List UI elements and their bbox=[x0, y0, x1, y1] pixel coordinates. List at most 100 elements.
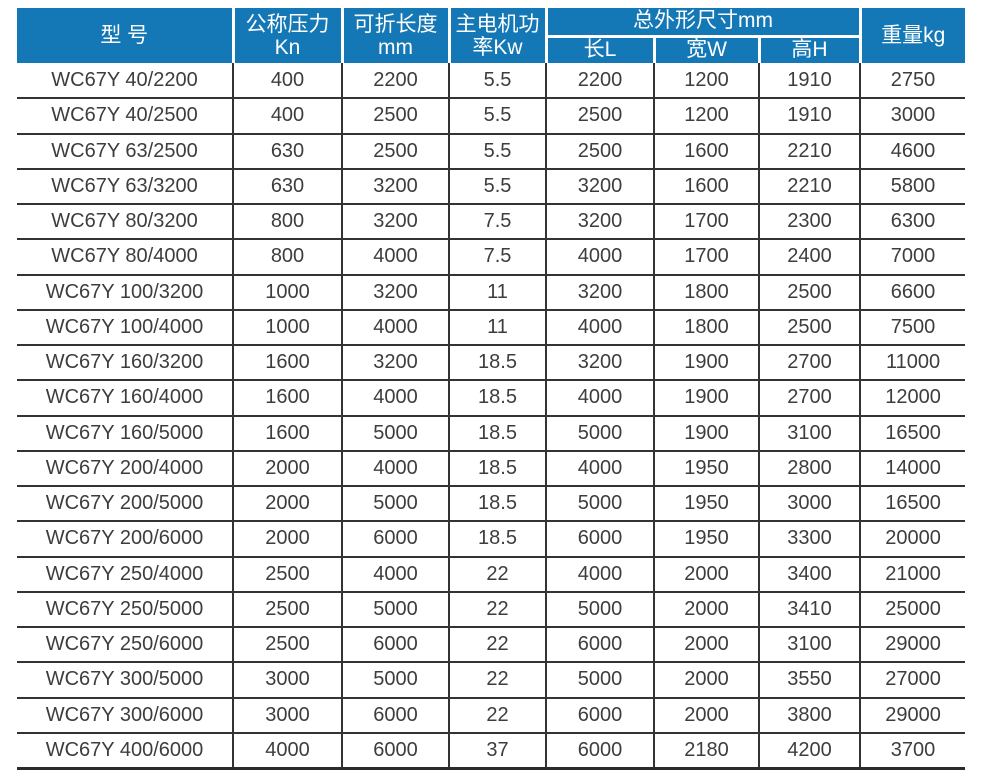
weight-cell: 5800 bbox=[859, 168, 966, 206]
header-motor-power-label-line2: 率Kw bbox=[472, 35, 523, 59]
model-cell: WC67Y 80/3200 bbox=[17, 204, 233, 241]
weight-cell: 3000 bbox=[859, 98, 966, 135]
weight-cell: 4600 bbox=[859, 133, 966, 170]
model-cell: WC67Y 200/6000 bbox=[17, 521, 233, 558]
motor-power-cell: 11 bbox=[448, 274, 546, 311]
overall-width-cell: 1800 bbox=[653, 309, 759, 347]
table-row: WC67Y 63/2500 630 2500 5.5 2500 1600 2210 4600 bbox=[17, 133, 966, 170]
overall-length-cell: 6000 bbox=[545, 697, 654, 734]
fold-length-cell: 3200 bbox=[341, 345, 449, 382]
model-cell: WC67Y 40/2200 bbox=[17, 63, 233, 100]
model-cell: WC67Y 80/4000 bbox=[17, 239, 233, 276]
overall-length-cell: 6000 bbox=[545, 732, 654, 770]
overall-length-cell: 5000 bbox=[545, 415, 654, 452]
model-cell: WC67Y 160/5000 bbox=[17, 415, 233, 452]
table-row: WC67Y 40/2200 400 2200 5.5 2200 1200 1910 2750 bbox=[17, 63, 966, 100]
weight-cell: 6300 bbox=[859, 204, 966, 241]
fold-length-cell: 4000 bbox=[341, 380, 449, 417]
table-row: WC67Y 200/5000 2000 5000 18.5 5000 1950 3000 16… bbox=[17, 486, 966, 523]
nominal-pressure-cell: 3000 bbox=[232, 697, 342, 734]
overall-width-cell: 1900 bbox=[653, 345, 759, 382]
overall-height-cell: 4200 bbox=[757, 732, 861, 770]
header-fold-length-unit: mm bbox=[378, 35, 413, 59]
nominal-pressure-cell: 1600 bbox=[232, 415, 342, 452]
weight-cell: 21000 bbox=[859, 556, 966, 593]
fold-length-cell: 5000 bbox=[341, 486, 449, 523]
overall-width-cell: 2000 bbox=[653, 662, 759, 699]
table-row: WC67Y 250/6000 2500 6000 22 6000 2000 3100 2900… bbox=[17, 627, 966, 664]
weight-cell: 7000 bbox=[859, 239, 966, 276]
nominal-pressure-cell: 2500 bbox=[232, 627, 342, 664]
fold-length-cell: 3200 bbox=[341, 274, 449, 311]
overall-height-cell: 2800 bbox=[757, 450, 861, 488]
overall-length-cell: 3200 bbox=[545, 345, 654, 382]
header-motor-power-label-line1: 主电机功 bbox=[455, 12, 540, 36]
model-cell: WC67Y 300/5000 bbox=[17, 662, 233, 699]
overall-height-cell: 3000 bbox=[757, 486, 861, 523]
overall-height-cell: 2500 bbox=[757, 309, 861, 347]
nominal-pressure-cell: 1000 bbox=[232, 274, 342, 311]
model-cell: WC67Y 250/4000 bbox=[17, 556, 233, 593]
weight-cell: 12000 bbox=[859, 380, 966, 417]
overall-height-cell: 1910 bbox=[757, 63, 861, 100]
overall-length-cell: 4000 bbox=[545, 380, 654, 417]
fold-length-cell: 2500 bbox=[341, 98, 449, 135]
overall-length-cell: 5000 bbox=[545, 486, 654, 523]
table-row: WC67Y 160/4000 1600 4000 18.5 4000 1900 2700 12… bbox=[17, 380, 966, 417]
model-cell: WC67Y 200/5000 bbox=[17, 486, 233, 523]
fold-length-cell: 6000 bbox=[341, 627, 449, 664]
weight-cell: 27000 bbox=[859, 662, 966, 699]
header-weight: 重量kg bbox=[858, 8, 966, 63]
nominal-pressure-cell: 800 bbox=[232, 204, 342, 241]
table-row: WC67Y 250/4000 2500 4000 22 4000 2000 3400 2100… bbox=[17, 556, 966, 593]
overall-width-cell: 1950 bbox=[653, 450, 759, 488]
overall-height-cell: 3800 bbox=[757, 697, 861, 734]
overall-width-cell: 1900 bbox=[653, 415, 759, 452]
overall-height-cell: 2700 bbox=[757, 380, 861, 417]
motor-power-cell: 18.5 bbox=[448, 345, 546, 382]
motor-power-cell: 18.5 bbox=[448, 486, 546, 523]
weight-cell: 29000 bbox=[859, 627, 966, 664]
nominal-pressure-cell: 630 bbox=[232, 133, 342, 170]
header-nominal-pressure-label: 公称压力 bbox=[245, 12, 330, 36]
table-row: WC67Y 300/6000 3000 6000 22 6000 2000 3800 2900… bbox=[17, 697, 966, 734]
table-row: WC67Y 200/4000 2000 4000 18.5 4000 1950 2800 14… bbox=[17, 450, 966, 488]
header-nominal-pressure: 公称压力 Kn bbox=[231, 8, 342, 63]
nominal-pressure-cell: 4000 bbox=[232, 732, 342, 770]
table-row: WC67Y 40/2500 400 2500 5.5 2500 1200 1910 3000 bbox=[17, 98, 966, 135]
model-cell: WC67Y 200/4000 bbox=[17, 450, 233, 488]
motor-power-cell: 18.5 bbox=[448, 450, 546, 488]
motor-power-cell: 22 bbox=[448, 591, 546, 629]
fold-length-cell: 2500 bbox=[341, 133, 449, 170]
overall-length-cell: 6000 bbox=[545, 627, 654, 664]
overall-length-cell: 4000 bbox=[545, 309, 654, 347]
motor-power-cell: 5.5 bbox=[448, 133, 546, 170]
header-fold-length: 可折长度 mm bbox=[340, 8, 449, 63]
fold-length-cell: 4000 bbox=[341, 450, 449, 488]
table-header: 型 号 公称压力 Kn 可折长度 mm 主电机功 率Kw 总外形尺寸mm 重量k… bbox=[17, 8, 966, 63]
overall-width-cell: 1900 bbox=[653, 380, 759, 417]
table-row: WC67Y 80/3200 800 3200 7.5 3200 1700 2300 6300 bbox=[17, 204, 966, 241]
motor-power-cell: 18.5 bbox=[448, 521, 546, 558]
header-model-label: 型 号 bbox=[100, 24, 149, 47]
motor-power-cell: 5.5 bbox=[448, 168, 546, 206]
weight-cell: 14000 bbox=[859, 450, 966, 488]
model-cell: WC67Y 63/2500 bbox=[17, 133, 233, 170]
overall-width-cell: 1600 bbox=[653, 133, 759, 170]
overall-width-cell: 2000 bbox=[653, 697, 759, 734]
overall-width-cell: 2180 bbox=[653, 732, 759, 770]
motor-power-cell: 18.5 bbox=[448, 415, 546, 452]
motor-power-cell: 22 bbox=[448, 662, 546, 699]
motor-power-cell: 5.5 bbox=[448, 98, 546, 135]
table-row: WC67Y 250/5000 2500 5000 22 5000 2000 3410 2500… bbox=[17, 591, 966, 629]
nominal-pressure-cell: 3000 bbox=[232, 662, 342, 699]
header-fold-length-label: 可折长度 bbox=[353, 12, 438, 36]
overall-height-cell: 3100 bbox=[757, 627, 861, 664]
fold-length-cell: 6000 bbox=[341, 732, 449, 770]
nominal-pressure-cell: 1600 bbox=[232, 380, 342, 417]
header-model: 型 号 bbox=[17, 8, 233, 63]
overall-height-cell: 3100 bbox=[757, 415, 861, 452]
table-row: WC67Y 200/6000 2000 6000 18.5 6000 1950 3300 20… bbox=[17, 521, 966, 558]
header-nominal-pressure-unit: Kn bbox=[274, 35, 301, 59]
